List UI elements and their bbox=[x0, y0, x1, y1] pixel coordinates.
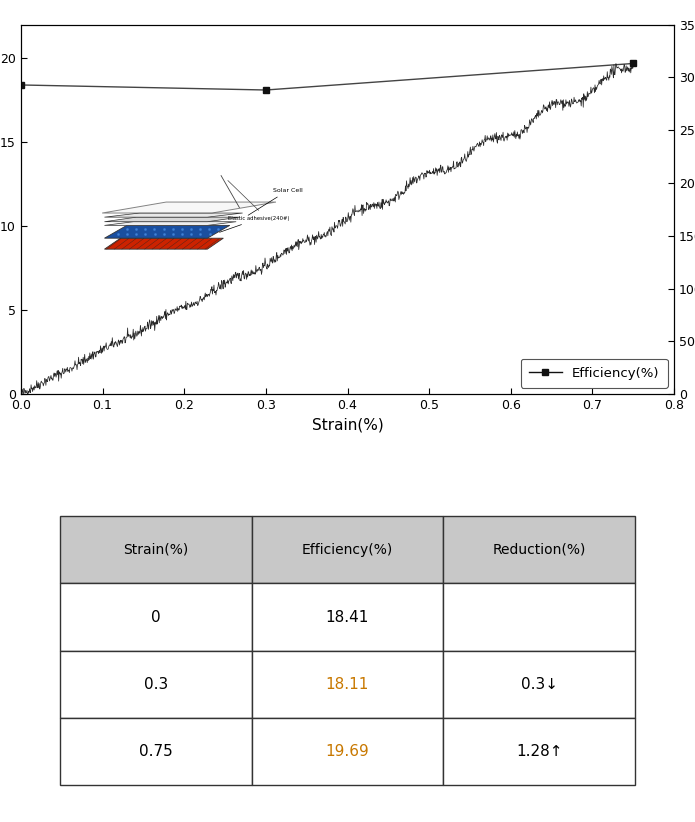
Bar bbox=[443, 651, 635, 718]
Bar bbox=[443, 516, 635, 584]
Legend: Efficiency(%): Efficiency(%) bbox=[521, 358, 668, 388]
Bar bbox=[60, 651, 252, 718]
Bar bbox=[60, 584, 252, 651]
Text: 0: 0 bbox=[151, 610, 161, 625]
Text: Reduction(%): Reduction(%) bbox=[493, 543, 586, 556]
Text: 1.28↑: 1.28↑ bbox=[516, 744, 562, 759]
Text: 18.41: 18.41 bbox=[326, 610, 369, 625]
Bar bbox=[252, 584, 443, 651]
Bar bbox=[60, 516, 252, 584]
Bar bbox=[252, 516, 443, 584]
X-axis label: Strain(%): Strain(%) bbox=[311, 418, 384, 432]
Bar bbox=[60, 718, 252, 785]
Text: Strain(%): Strain(%) bbox=[123, 543, 188, 556]
Text: Efficiency(%): Efficiency(%) bbox=[302, 543, 393, 556]
Text: 0.75: 0.75 bbox=[139, 744, 173, 759]
Bar bbox=[443, 718, 635, 785]
Bar bbox=[252, 718, 443, 785]
Text: 19.69: 19.69 bbox=[326, 744, 369, 759]
Text: 18.11: 18.11 bbox=[326, 677, 369, 692]
Bar bbox=[443, 584, 635, 651]
Text: 0.3↓: 0.3↓ bbox=[521, 677, 557, 692]
Bar bbox=[252, 651, 443, 718]
Text: 0.3: 0.3 bbox=[144, 677, 168, 692]
